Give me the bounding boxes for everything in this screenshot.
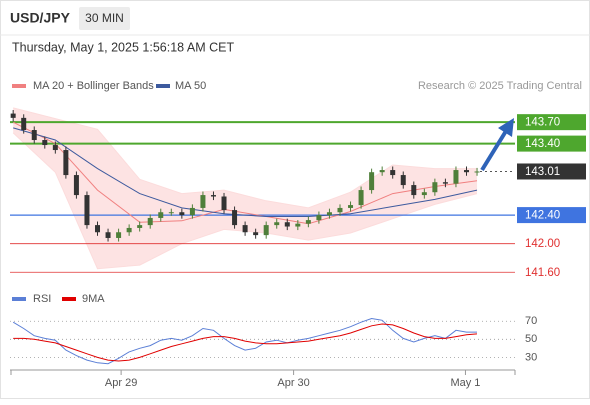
candle-body — [52, 145, 58, 151]
level-label: 142.00 — [525, 238, 560, 250]
candle-body — [116, 232, 122, 238]
candle-body — [158, 212, 164, 218]
candle-body — [411, 185, 417, 196]
indicator-line — [13, 323, 478, 362]
candle-body — [369, 172, 375, 191]
level-label: 143.70 — [525, 117, 560, 129]
candle-body — [326, 212, 332, 216]
candle-body — [137, 225, 143, 228]
candle-body — [95, 225, 101, 233]
level-label: 143.40 — [525, 138, 560, 150]
candle-body — [21, 117, 27, 131]
candle-body — [221, 196, 227, 211]
x-tick-label: Apr 30 — [277, 377, 309, 389]
candle-body — [348, 205, 354, 208]
y-tick-label: 70 — [525, 315, 537, 327]
candle-body — [474, 171, 480, 173]
candle-body — [284, 222, 290, 227]
candle-body — [73, 175, 79, 196]
forecast-arrow — [480, 129, 508, 172]
candle-body — [421, 192, 427, 196]
candle-body — [168, 212, 174, 214]
candle-body — [316, 215, 322, 221]
candle-body — [42, 140, 48, 146]
level-box — [517, 163, 586, 180]
candle-body — [400, 175, 406, 186]
legend-label: 9MA — [82, 293, 105, 305]
bollinger-edge — [13, 107, 477, 209]
symbol: USD/JPY — [10, 10, 71, 26]
level-box — [517, 114, 586, 131]
candle-body — [10, 113, 16, 118]
candle-body — [442, 182, 448, 184]
candle-body — [295, 223, 301, 227]
y-tick-label: 30 — [525, 351, 537, 363]
candle-body — [379, 170, 385, 173]
candle-body — [147, 217, 153, 226]
legend-label: MA 50 — [175, 80, 206, 92]
level-box — [517, 207, 586, 224]
candle-body — [200, 195, 206, 208]
candle-body — [105, 232, 111, 238]
moving-average — [13, 127, 478, 217]
level-label: 142.40 — [525, 210, 560, 222]
candle-body — [126, 227, 132, 233]
timestamp: Thursday, May 1, 2025 1:56:18 AM CET — [12, 40, 234, 54]
legend-swatch — [12, 297, 26, 301]
candle-body — [232, 210, 238, 226]
candle-body — [253, 232, 259, 236]
price-panel: 143.70 143.40 143.01 142.40 142.00 141.60 — [10, 107, 586, 279]
legend-swatch — [156, 84, 170, 88]
level-box — [517, 135, 586, 152]
rsi-panel: 30 50 70 Apr 29 Apr 30 May 1 — [10, 315, 537, 389]
candle-body — [189, 207, 195, 216]
interval: 30 MIN — [85, 11, 124, 25]
candle-body — [263, 225, 269, 236]
candle-body — [464, 170, 470, 173]
legend-swatch — [62, 297, 76, 301]
candle-body — [274, 222, 280, 226]
legend-label: MA 20 + Bollinger Bands — [33, 80, 154, 92]
legend-swatch — [12, 84, 26, 88]
candle-body — [63, 150, 69, 176]
moving-average — [12, 121, 478, 225]
candle-body — [453, 170, 459, 184]
candle-body — [242, 225, 248, 233]
interval-box — [79, 7, 130, 30]
legend-label: RSI — [33, 293, 51, 305]
forecast-arrowhead — [498, 118, 514, 137]
x-tick-label: Apr 29 — [105, 377, 137, 389]
candle-body — [390, 170, 396, 176]
candle-body — [337, 207, 343, 213]
y-tick-label: 50 — [525, 333, 537, 345]
candle-body — [179, 212, 185, 216]
candle-body — [432, 182, 438, 193]
candle-body — [84, 195, 90, 226]
source: Research © 2025 Trading Central — [418, 80, 582, 92]
x-tick-label: May 1 — [450, 377, 480, 389]
indicator-line — [12, 317, 477, 365]
level-label: 143.01 — [525, 166, 560, 178]
level-label: 141.60 — [525, 267, 560, 279]
candle-body — [31, 130, 37, 141]
candle-body — [305, 220, 311, 224]
candle-body — [358, 190, 364, 206]
candle-body — [210, 195, 216, 197]
